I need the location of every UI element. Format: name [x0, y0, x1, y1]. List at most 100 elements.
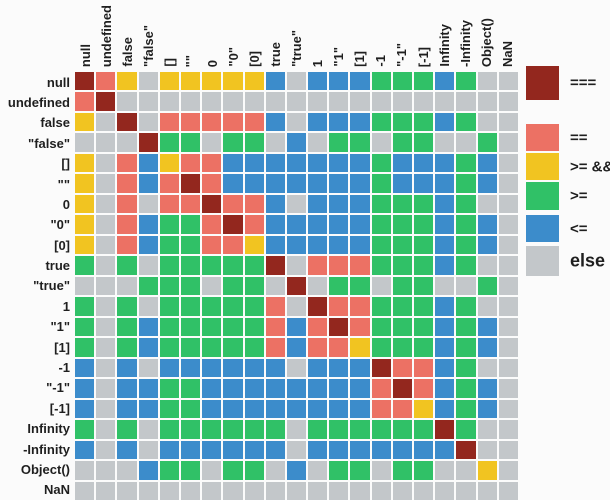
- col-header-16: [-1]: [413, 0, 434, 69]
- matrix-cell: [138, 92, 158, 111]
- row-label-18: -Infinity: [23, 441, 70, 457]
- matrix-cell: [392, 461, 413, 480]
- matrix-cell: [265, 215, 285, 234]
- matrix-cell: [414, 420, 434, 439]
- matrix-cell: [371, 92, 391, 111]
- matrix-cell: [117, 297, 137, 316]
- matrix-cell: [392, 92, 413, 111]
- matrix-cell: [117, 358, 137, 378]
- matrix-cell: [392, 72, 413, 91]
- col-header-label: true: [267, 42, 283, 67]
- matrix-cell: [159, 256, 179, 275]
- matrix-cell: [286, 481, 307, 500]
- row-label-12: "1": [50, 319, 70, 335]
- legend-color-swatch: [526, 182, 559, 210]
- col-header-label: Infinity: [436, 24, 452, 67]
- matrix-cell: [371, 133, 391, 152]
- matrix-cell: [414, 379, 434, 398]
- matrix-cell: [265, 379, 285, 398]
- matrix-cell: [350, 256, 370, 275]
- matrix-cell: [96, 317, 116, 337]
- matrix-cell: [244, 256, 264, 275]
- matrix-cell: [456, 297, 476, 316]
- row-label-4: []: [61, 156, 70, 172]
- col-header-label: "false": [141, 25, 157, 67]
- matrix-cell: [414, 153, 434, 173]
- matrix-cell: [371, 317, 391, 337]
- legend-color-swatch: [526, 246, 559, 276]
- row-label-0: null: [46, 74, 70, 90]
- matrix-cell: [498, 92, 518, 111]
- matrix-cell: [435, 256, 455, 275]
- matrix-cell: [265, 297, 285, 316]
- matrix-cell: [308, 215, 328, 234]
- matrix-cell: [244, 174, 264, 193]
- matrix-cell: [371, 194, 391, 214]
- matrix-cell: [456, 133, 476, 152]
- matrix-cell: [75, 379, 95, 398]
- col-header-label: null: [78, 43, 93, 67]
- matrix-cell: [308, 420, 328, 439]
- row-label-8: [0]: [54, 237, 70, 253]
- matrix-cell: [265, 317, 285, 337]
- matrix-cell: [117, 256, 137, 275]
- matrix-cell: [223, 461, 243, 480]
- matrix-cell: [329, 276, 349, 296]
- legend-label: >=: [570, 187, 588, 205]
- matrix-cell: [329, 297, 349, 316]
- matrix-cell: [456, 461, 476, 480]
- matrix-cell: [138, 235, 158, 255]
- matrix-cell: [414, 72, 434, 91]
- matrix-cell: [477, 174, 497, 193]
- matrix-cell: [498, 420, 518, 439]
- matrix-cell: [75, 358, 95, 378]
- matrix-cell: [498, 338, 518, 357]
- matrix-cell: [159, 72, 179, 91]
- matrix-cell: [371, 256, 391, 275]
- matrix-cell: [75, 399, 95, 419]
- matrix-cell: [456, 379, 476, 398]
- legend-item-0: ===: [526, 66, 610, 100]
- matrix-cell: [138, 276, 158, 296]
- matrix-cell: [435, 133, 455, 152]
- matrix-cell: [180, 379, 201, 398]
- matrix-cell: [371, 112, 391, 132]
- matrix-cell: [180, 481, 201, 500]
- matrix-cell: [244, 92, 264, 111]
- matrix-cell: [244, 153, 264, 173]
- col-header-10: "true": [286, 0, 307, 69]
- matrix-cell: [498, 461, 518, 480]
- matrix-cell: [138, 112, 158, 132]
- matrix-cell: [138, 194, 158, 214]
- matrix-cell: [96, 276, 116, 296]
- matrix-cell: [265, 420, 285, 439]
- matrix-cell: [350, 338, 370, 357]
- matrix-cell: [138, 358, 158, 378]
- matrix-cell: [265, 112, 285, 132]
- matrix-cell: [223, 256, 243, 275]
- matrix-cell: [117, 194, 137, 214]
- matrix-cell: [329, 194, 349, 214]
- matrix-cell: [159, 174, 179, 193]
- matrix-cell: [350, 194, 370, 214]
- legend-label: ===: [570, 74, 597, 92]
- matrix-cell: [265, 358, 285, 378]
- col-header-label: "1": [331, 47, 347, 67]
- matrix-cell: [180, 235, 201, 255]
- matrix-cell: [180, 276, 201, 296]
- matrix-cell: [265, 256, 285, 275]
- matrix-cell: [202, 338, 222, 357]
- matrix-cell: [477, 461, 497, 480]
- matrix-cell: [477, 338, 497, 357]
- matrix-cell: [414, 235, 434, 255]
- matrix-cell: [456, 276, 476, 296]
- matrix-cell: [371, 399, 391, 419]
- matrix-cell: [286, 194, 307, 214]
- matrix-cell: [202, 194, 222, 214]
- matrix-cell: [138, 440, 158, 460]
- matrix-cell: [75, 297, 95, 316]
- col-header-label: undefined: [99, 4, 115, 67]
- matrix-cell: [75, 338, 95, 357]
- matrix-cell: [159, 112, 179, 132]
- matrix-cell: [244, 72, 264, 91]
